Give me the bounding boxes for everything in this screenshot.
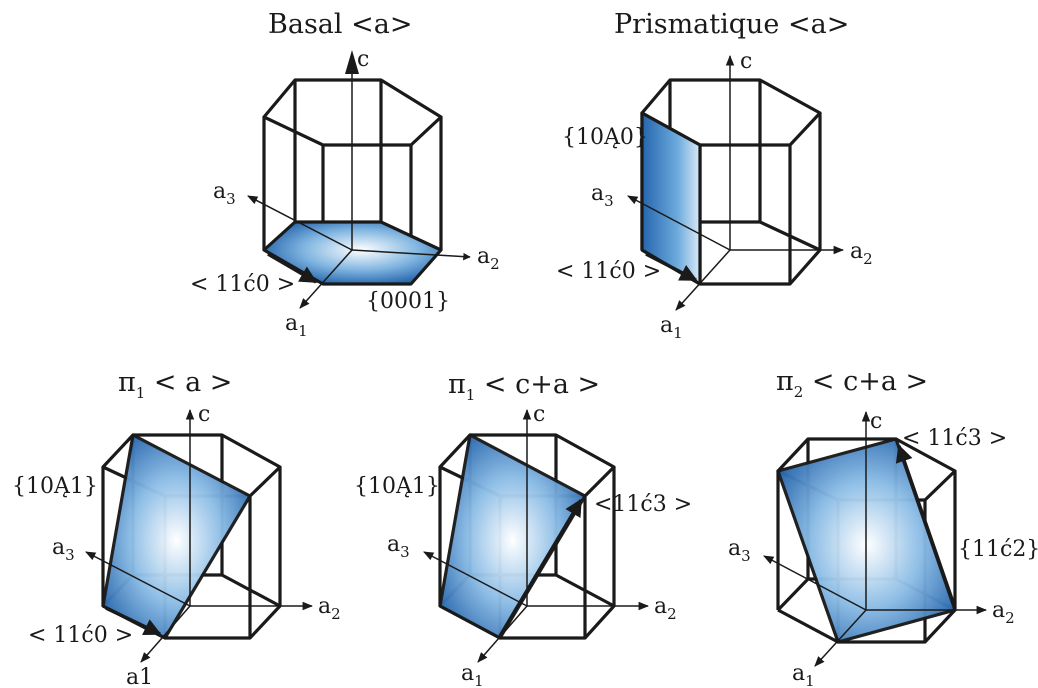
a2-axis	[351, 249, 471, 261]
c-axis-label: c	[740, 49, 752, 74]
plane-label: {11ć2}	[958, 537, 1038, 562]
a3-axis	[85, 551, 191, 607]
a3-axis	[763, 555, 867, 611]
c-arrowhead	[345, 50, 359, 74]
a1-axis-label: a1	[285, 311, 308, 340]
slip-direction-label: < 11ć3 >	[902, 426, 1007, 451]
c-axis-label: c	[533, 402, 545, 427]
slip-direction-arrow	[105, 606, 162, 636]
a1-axis-label: a1	[126, 665, 153, 688]
plane-label: {10Ą0}	[562, 125, 648, 150]
a1-axis-label: a1	[461, 661, 484, 688]
panel-basal: Basal <a> c a3 a2 a1 < 11ć0 > {0001}	[190, 9, 500, 340]
a3-axis	[247, 195, 353, 251]
a2-axis-label: a2	[992, 598, 1015, 627]
panel-prismatic: Prismatique <a> c {10Ą0} a3 a2 < 11ć0 > …	[556, 9, 873, 342]
slip-direction-arrow	[895, 444, 957, 609]
plane-label: {10Ą1}	[12, 474, 98, 499]
a1-axis	[814, 609, 867, 667]
a3-axis-label: a3	[52, 535, 75, 564]
plane-label: {10Ą1}	[354, 474, 440, 499]
panel-title: π1 < a >	[118, 367, 232, 402]
panel-pyramidal-2-ca: π2 < c+a > c < 11ć3 > {11ć2} a3 a2 a1	[728, 366, 1038, 688]
a2-axis-label: a2	[850, 239, 873, 268]
panel-title: π1 < c+a >	[448, 369, 600, 404]
panel-title: π2 < c+a >	[776, 366, 928, 401]
a2-axis-label: a2	[318, 594, 341, 623]
a1-axis	[299, 249, 353, 309]
slip-direction-arrow	[267, 252, 318, 284]
pyramidal-plane	[438, 433, 587, 640]
slip-direction-arrow	[645, 252, 698, 282]
pyramidal-plane	[101, 433, 252, 640]
panel-pyramidal-1-ca: π1 < c+a > c {10Ą1} <11ć3 > a3 a2 a1	[354, 369, 692, 688]
a3-axis-label: a3	[213, 179, 236, 208]
a1-axis-label: a1	[660, 313, 683, 342]
slip-direction-arrow	[498, 498, 583, 637]
hexagonal-cell	[262, 78, 443, 284]
a2-axis-label: a2	[654, 594, 677, 623]
panel-pyramidal-1-a: π1 < a > c {10Ą1} a3 a2 < 11ć0 > a1	[12, 367, 341, 688]
a1-axis	[140, 605, 191, 663]
panel-title: Basal <a>	[268, 9, 412, 40]
a1-axis-label: a1	[792, 661, 815, 688]
c-axis-label: c	[357, 47, 369, 72]
a3-axis	[627, 195, 731, 251]
slip-direction-label: < 11ć0 >	[28, 623, 133, 648]
a2-axis-label: a2	[477, 244, 500, 273]
c-axis-label: c	[870, 409, 882, 434]
slip-direction-label: < 11ć0 >	[556, 259, 661, 284]
a3-axis-label: a3	[591, 181, 614, 210]
c-axis-label: c	[198, 402, 210, 427]
a1-axis	[675, 249, 731, 311]
slip-direction-label: <11ć3 >	[594, 492, 692, 517]
a3-axis-label: a3	[387, 532, 410, 561]
a3-axis	[423, 551, 528, 607]
panel-title: Prismatique <a>	[614, 9, 849, 40]
slip-direction-label: < 11ć0 >	[190, 272, 295, 297]
plane-label: {0001}	[366, 289, 450, 314]
a3-axis-label: a3	[728, 536, 751, 565]
